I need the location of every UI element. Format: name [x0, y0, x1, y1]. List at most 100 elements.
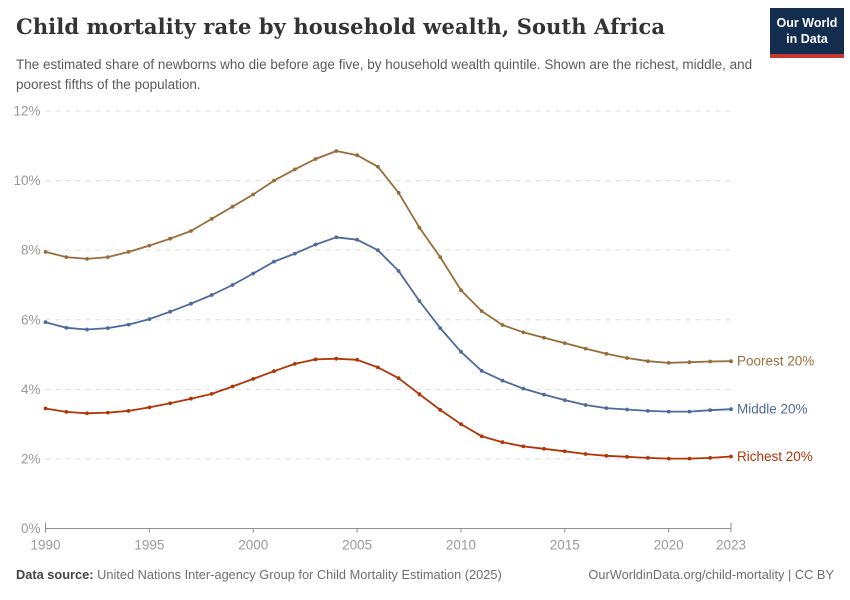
data-point-poorest-20-2019: [646, 359, 650, 364]
page-title: Child mortality rate by household wealth…: [16, 14, 666, 39]
chart-footer: Data source: United Nations Inter-agency…: [16, 567, 834, 582]
data-point-richest-20-2022: [708, 456, 713, 460]
data-point-richest-20-1994: [126, 409, 131, 413]
data-point-middle-20-2015: [562, 398, 567, 402]
data-point-middle-20-2003: [313, 242, 318, 247]
data-point-poorest-20-2022: [708, 359, 713, 364]
data-point-richest-20-2002: [292, 362, 297, 366]
data-point-richest-20-2015: [562, 449, 567, 454]
owid-logo-line1: Our World: [776, 16, 838, 30]
data-point-poorest-20-1996: [168, 236, 173, 241]
data-point-middle-20-1996: [168, 309, 173, 314]
data-point-poorest-20-2021: [687, 360, 692, 365]
series-label-middle-20[interactable]: Middle 20%: [737, 402, 808, 417]
data-point-middle-20-1991: [64, 325, 69, 330]
data-point-middle-20-2001: [272, 259, 276, 264]
data-point-poorest-20-1995: [147, 243, 152, 248]
data-point-richest-20-2023: [729, 454, 733, 459]
data-point-richest-20-2014: [542, 446, 546, 451]
data-point-poorest-20-2007: [396, 190, 401, 195]
data-point-poorest-20-2023: [729, 359, 733, 364]
data-point-richest-20-2003: [313, 357, 318, 362]
data-point-poorest-20-2012: [500, 323, 505, 327]
data-point-richest-20-2020: [666, 456, 671, 461]
y-axis-label-8pct: 8%: [21, 243, 41, 258]
data-point-middle-20-2018: [625, 407, 629, 412]
data-point-poorest-20-2005: [355, 153, 359, 158]
x-axis-label-2000: 2000: [238, 538, 268, 553]
data-point-poorest-20-1994: [126, 250, 131, 254]
rights-note: OurWorldinData.org/child-mortality | CC …: [588, 567, 834, 582]
data-point-richest-20-2011: [479, 434, 484, 439]
data-point-richest-20-2007: [396, 376, 401, 381]
data-point-middle-20-1994: [126, 322, 131, 327]
owid-logo: Our World in Data: [770, 8, 844, 58]
data-point-richest-20-1999: [230, 384, 235, 389]
data-point-poorest-20-2017: [604, 351, 609, 356]
y-axis-label-4pct: 4%: [21, 382, 41, 397]
data-point-richest-20-2017: [604, 453, 609, 458]
x-axis-label-2015: 2015: [550, 538, 580, 553]
data-point-richest-20-1998: [209, 392, 214, 396]
data-point-middle-20-1995: [147, 317, 152, 321]
series-line-richest-20[interactable]: [44, 357, 732, 460]
data-point-poorest-20-2009: [438, 255, 443, 259]
data-point-middle-20-2000: [251, 271, 256, 276]
data-source-text: United Nations Inter-agency Group for Ch…: [93, 567, 502, 582]
owid-logo-box: Our World in Data: [770, 8, 844, 54]
data-point-poorest-20-2003: [313, 157, 318, 161]
series-label-poorest-20[interactable]: Poorest 20%: [737, 354, 814, 369]
series-label-richest-20[interactable]: Richest 20%: [737, 449, 813, 464]
data-point-middle-20-2010: [459, 349, 463, 354]
data-point-middle-20-2017: [604, 406, 609, 410]
data-point-poorest-20-1991: [64, 255, 69, 259]
data-point-poorest-20-2006: [376, 164, 380, 169]
data-point-middle-20-2019: [646, 409, 650, 413]
data-point-middle-20-2011: [479, 369, 484, 373]
data-point-poorest-20-1998: [209, 217, 214, 221]
data-point-middle-20-2022: [708, 408, 713, 413]
data-point-poorest-20-2015: [562, 341, 567, 345]
data-point-richest-20-2018: [625, 454, 629, 459]
data-point-richest-20-2001: [272, 369, 276, 374]
data-point-poorest-20-2020: [666, 361, 671, 365]
data-point-richest-20-2021: [687, 456, 692, 461]
data-point-middle-20-1997: [189, 301, 193, 306]
data-point-middle-20-1999: [230, 283, 235, 287]
data-point-middle-20-2008: [417, 299, 422, 303]
data-point-poorest-20-2016: [583, 346, 588, 351]
y-axis-label-0pct: 0%: [21, 521, 41, 536]
data-point-poorest-20-2004: [334, 149, 339, 153]
data-source-label: Data source:: [16, 567, 94, 582]
data-point-poorest-20-2018: [625, 356, 629, 360]
data-point-middle-20-1990: [43, 320, 48, 325]
x-axis-label-2023: 2023: [716, 538, 746, 553]
data-point-poorest-20-2011: [479, 309, 484, 313]
owid-logo-line2: in Data: [786, 32, 828, 47]
y-axis-label-10pct: 10%: [13, 173, 40, 188]
series-line-middle-20[interactable]: [44, 236, 732, 413]
data-point-richest-20-1997: [189, 396, 193, 401]
data-point-richest-20-2010: [459, 422, 463, 426]
data-point-richest-20-2009: [438, 408, 443, 412]
x-axis-label-2020: 2020: [654, 538, 684, 553]
data-point-middle-20-1992: [85, 327, 89, 332]
data-point-poorest-20-2014: [542, 335, 546, 340]
data-point-richest-20-1993: [105, 410, 110, 415]
data-point-middle-20-2004: [334, 235, 339, 240]
data-point-richest-20-1995: [147, 405, 152, 410]
data-point-poorest-20-2001: [272, 178, 276, 183]
data-point-richest-20-1996: [168, 401, 173, 406]
series-line-poorest-20[interactable]: [44, 150, 732, 364]
data-point-poorest-20-2013: [521, 330, 526, 335]
data-point-richest-20-2006: [376, 365, 380, 370]
data-point-richest-20-2013: [521, 444, 526, 449]
x-axis-label-2005: 2005: [342, 538, 372, 553]
chart-subtitle: The estimated share of newborns who die …: [16, 57, 753, 93]
data-point-poorest-20-2000: [251, 192, 256, 197]
x-axis-label-2010: 2010: [446, 538, 476, 553]
data-point-middle-20-2006: [376, 248, 380, 253]
data-point-richest-20-1992: [85, 411, 89, 416]
data-point-middle-20-2009: [438, 326, 443, 330]
